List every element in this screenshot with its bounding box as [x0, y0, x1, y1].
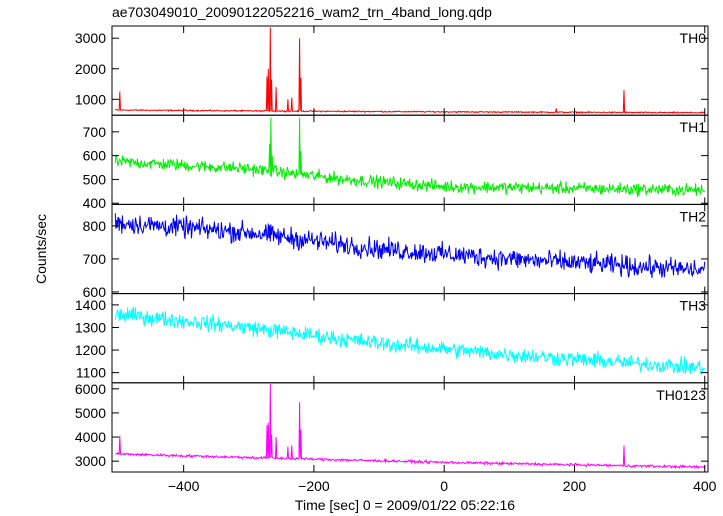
x-axis-label: Time [sec] 0 = 2009/01/22 05:22:16 — [295, 497, 515, 513]
y-tick-label: 1100 — [76, 365, 106, 381]
y-tick-label: 1300 — [75, 319, 106, 335]
panel-label-th0123: TH0123 — [656, 387, 706, 403]
series-line-th0 — [115, 27, 706, 115]
y-tick-label: 3000 — [75, 30, 106, 46]
panel-frame-th0123 — [111, 382, 709, 473]
series-line-th3 — [114, 305, 706, 376]
x-tick-label: 0 — [440, 478, 448, 494]
y-tick-label: 4000 — [75, 429, 106, 445]
panel-label-th0: TH0 — [680, 30, 707, 46]
panel-frame-th1 — [111, 114, 709, 205]
x-tick-label: −200 — [298, 478, 330, 494]
y-tick-label: 400 — [83, 195, 107, 211]
y-tick-label: 800 — [83, 218, 107, 234]
y-tick-label: 6000 — [75, 381, 106, 397]
y-tick-label: 5000 — [75, 405, 106, 421]
y-tick-label: 2000 — [75, 61, 106, 77]
y-tick-label: 600 — [83, 148, 107, 164]
y-axis-label: Counts/sec — [33, 214, 49, 284]
x-tick-label: 200 — [563, 478, 587, 494]
panel-label-th3: TH3 — [680, 298, 707, 314]
x-tick-label: 400 — [693, 478, 717, 494]
x-tick-label: −400 — [168, 478, 200, 494]
y-tick-label: 700 — [83, 124, 107, 140]
panel-label-th1: TH1 — [680, 119, 707, 135]
series-line-th1 — [114, 117, 706, 198]
y-tick-label: 700 — [83, 251, 107, 267]
y-tick-label: 1000 — [75, 91, 106, 107]
series-line-th0123 — [115, 383, 706, 470]
y-tick-label: 3000 — [75, 453, 106, 469]
panel-label-th2: TH2 — [680, 208, 707, 224]
y-tick-label: 1400 — [75, 297, 106, 313]
y-tick-label: 500 — [83, 171, 107, 187]
y-tick-label: 600 — [83, 284, 107, 300]
panel-frame-th0 — [111, 25, 709, 116]
chart-title: ae703049010_20090122052216_wam2_trn_4ban… — [112, 4, 492, 20]
panel-frame-th2 — [111, 203, 709, 295]
series-line-th2 — [114, 213, 706, 279]
y-tick-label: 1200 — [75, 342, 106, 358]
